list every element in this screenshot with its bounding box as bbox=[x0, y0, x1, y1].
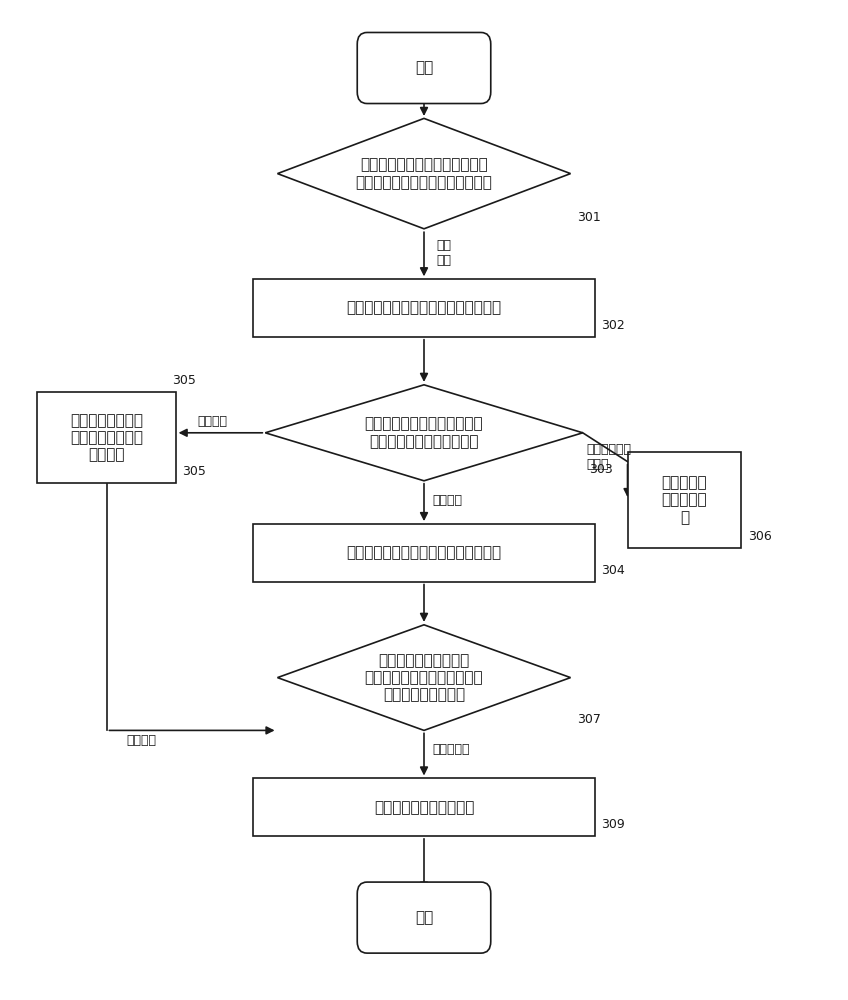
Text: 油门未踩下: 油门未踩下 bbox=[432, 743, 470, 756]
Text: 将所述驱动扭矩减小到零: 将所述驱动扭矩减小到零 bbox=[374, 800, 474, 815]
FancyBboxPatch shape bbox=[357, 32, 491, 104]
Text: 305: 305 bbox=[171, 374, 196, 387]
Text: 依据预设的常规驱
动方式对所述车辆
进行驱动: 依据预设的常规驱 动方式对所述车辆 进行驱动 bbox=[70, 413, 143, 462]
Text: 302: 302 bbox=[601, 319, 625, 332]
Bar bbox=[37, 392, 176, 483]
Polygon shape bbox=[265, 385, 583, 481]
Polygon shape bbox=[277, 625, 571, 730]
Bar bbox=[628, 452, 741, 548]
Text: 完全
松开: 完全 松开 bbox=[436, 239, 451, 267]
Text: 油门和刹车均
未踩下: 油门和刹车均 未踩下 bbox=[587, 443, 632, 471]
FancyBboxPatch shape bbox=[357, 882, 491, 953]
Text: 307: 307 bbox=[577, 713, 601, 726]
Text: 303: 303 bbox=[589, 463, 613, 476]
Text: 将所述驱动扭矩减小到预设的第二扭矩: 将所述驱动扭矩减小到预设的第二扭矩 bbox=[347, 300, 501, 316]
Text: 油门踩下: 油门踩下 bbox=[127, 734, 157, 746]
Text: 305: 305 bbox=[182, 465, 206, 478]
Text: 开始: 开始 bbox=[415, 60, 433, 76]
Text: 在所述目标车辆的车速
小于预设的第二车速之前，监
测油门踏板是否踩下: 在所述目标车辆的车速 小于预设的第二车速之前，监 测油门踏板是否踩下 bbox=[365, 653, 483, 702]
Text: 刹车踩下: 刹车踩下 bbox=[432, 493, 462, 506]
Bar bbox=[253, 279, 595, 337]
Text: 306: 306 bbox=[748, 530, 772, 543]
Polygon shape bbox=[277, 118, 571, 229]
Bar bbox=[253, 524, 595, 582]
Text: 将所述驱动
扭矩减小到
零: 将所述驱动 扭矩减小到 零 bbox=[661, 475, 707, 525]
Text: 304: 304 bbox=[601, 564, 625, 577]
Text: 在预设的第四时间内监测刹车
踏板和油门踏板的变化情况: 在预设的第四时间内监测刹车 踏板和油门踏板的变化情况 bbox=[365, 417, 483, 449]
Text: 当所述目标车辆的车速在预设的
范围内时，监测油门是否完全松开: 当所述目标车辆的车速在预设的 范围内时，监测油门是否完全松开 bbox=[355, 157, 493, 190]
Text: 结束: 结束 bbox=[415, 910, 433, 925]
Text: 301: 301 bbox=[577, 211, 600, 224]
Bar bbox=[253, 778, 595, 836]
Text: 309: 309 bbox=[601, 818, 625, 831]
Text: 油门踩下: 油门踩下 bbox=[198, 415, 227, 428]
Text: 将所述驱动扭矩减小到预设的第三扭矩: 将所述驱动扭矩减小到预设的第三扭矩 bbox=[347, 545, 501, 560]
